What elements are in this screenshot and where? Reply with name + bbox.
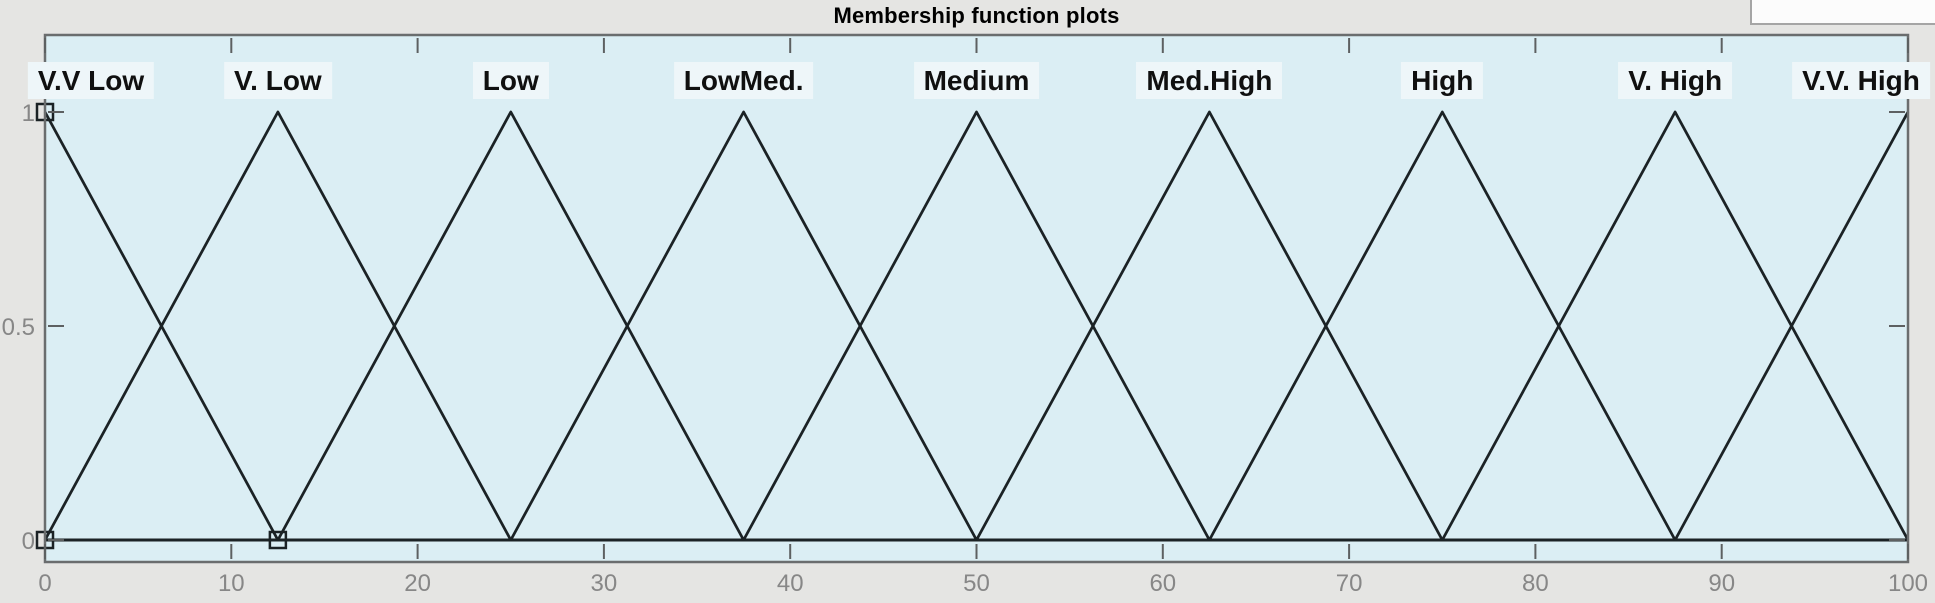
- x-tick-label: 80: [1522, 570, 1549, 597]
- x-tick-label: 70: [1336, 570, 1363, 597]
- axes-frame: [43, 33, 1910, 564]
- x-tick-label: 50: [963, 570, 990, 597]
- y-tick-label: 0: [22, 528, 35, 555]
- mf-curve-v-low[interactable]: [43, 110, 513, 541]
- x-tick-label: 60: [1149, 570, 1176, 597]
- y-tick-label: 0.5: [2, 314, 35, 341]
- y-tick-label: 1: [22, 100, 35, 127]
- mf-curve-high[interactable]: [1208, 110, 1677, 541]
- x-tick-label: 90: [1708, 570, 1735, 597]
- x-tick-label: 100: [1888, 570, 1928, 597]
- x-tick-label: 40: [777, 570, 804, 597]
- plot-points-field[interactable]: [1750, 0, 1935, 25]
- x-tick-label: 20: [404, 570, 431, 597]
- x-tick-label: 30: [591, 570, 618, 597]
- x-tick-label: 10: [218, 570, 245, 597]
- mf-curve-medium[interactable]: [742, 110, 1211, 541]
- mf-curve-med-high[interactable]: [975, 110, 1444, 541]
- mf-curve-v-v-high[interactable]: [1673, 111, 1910, 541]
- plot-background: [45, 35, 1908, 562]
- mf-curve-v-high[interactable]: [1441, 110, 1910, 541]
- plot-title: Membership function plots: [833, 3, 1120, 28]
- x-tick-label: 0: [38, 570, 51, 597]
- mf-curve-low[interactable]: [276, 110, 745, 541]
- mf-handle[interactable]: [268, 530, 288, 550]
- mf-curve-lowmed[interactable]: [509, 110, 978, 541]
